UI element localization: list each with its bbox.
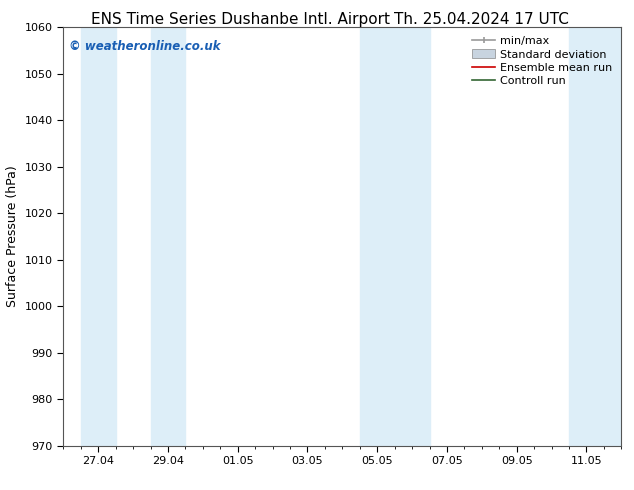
Text: Th. 25.04.2024 17 UTC: Th. 25.04.2024 17 UTC xyxy=(394,12,569,27)
Bar xyxy=(150,27,185,446)
Text: ENS Time Series Dushanbe Intl. Airport: ENS Time Series Dushanbe Intl. Airport xyxy=(91,12,391,27)
Bar xyxy=(359,27,394,446)
Bar xyxy=(394,27,429,446)
Y-axis label: Surface Pressure (hPa): Surface Pressure (hPa) xyxy=(6,166,19,307)
Legend: min/max, Standard deviation, Ensemble mean run, Controll run: min/max, Standard deviation, Ensemble me… xyxy=(469,32,616,89)
Bar xyxy=(569,27,634,446)
Text: © weatheronline.co.uk: © weatheronline.co.uk xyxy=(69,40,221,52)
Bar xyxy=(81,27,116,446)
